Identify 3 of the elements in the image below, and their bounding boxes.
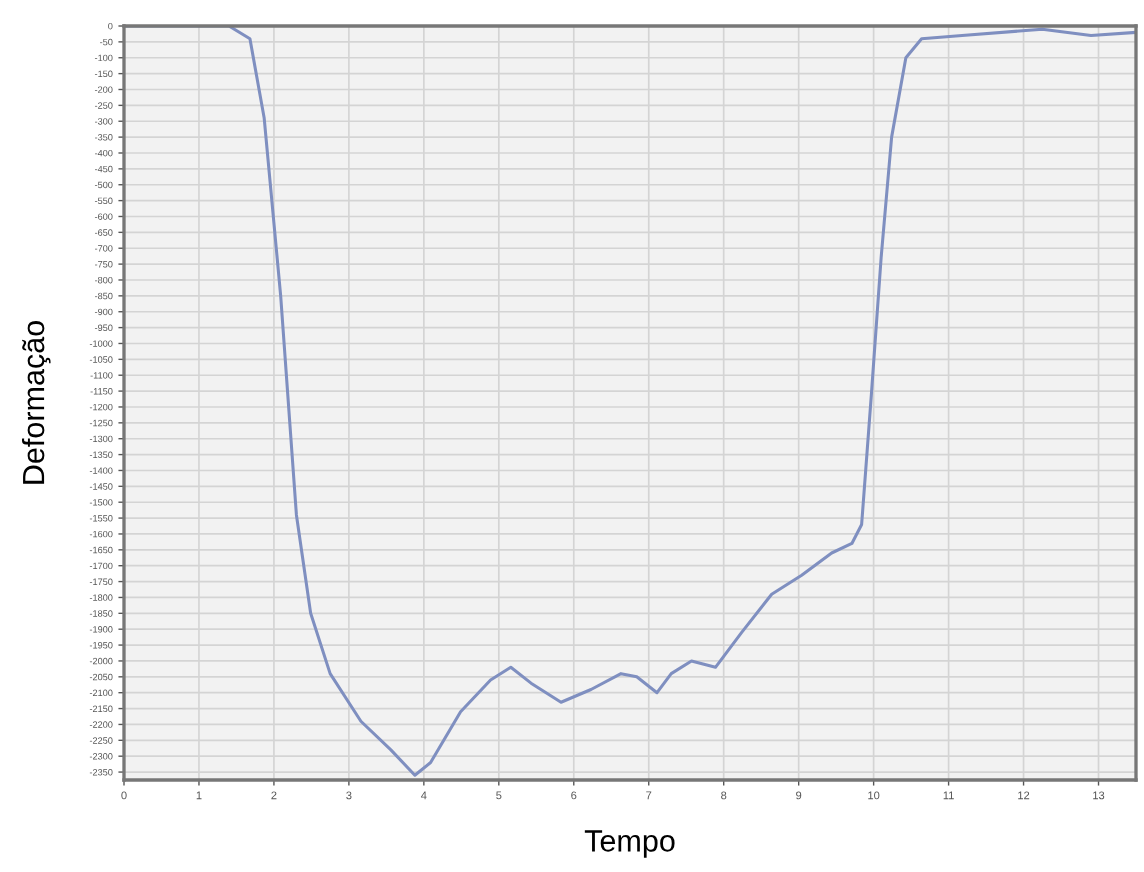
y-axis-title: Deformação <box>21 321 51 484</box>
line-series <box>124 26 1136 777</box>
x-axis-title: Tempo <box>584 830 675 858</box>
